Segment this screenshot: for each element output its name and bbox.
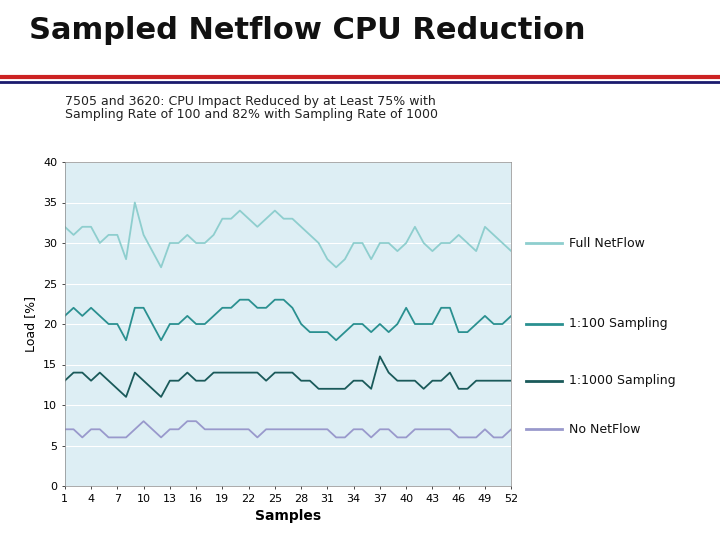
Text: 1:1000 Sampling: 1:1000 Sampling — [569, 374, 675, 387]
X-axis label: Samples: Samples — [255, 509, 321, 523]
Y-axis label: Load [%]: Load [%] — [24, 296, 37, 352]
Text: 7505 and 3620: CPU Impact Reduced by at Least 75% with: 7505 and 3620: CPU Impact Reduced by at … — [65, 94, 436, 107]
Text: 1:100 Sampling: 1:100 Sampling — [569, 318, 667, 330]
Text: Full NetFlow: Full NetFlow — [569, 237, 644, 249]
Text: No NetFlow: No NetFlow — [569, 423, 640, 436]
Text: Sampling Rate of 100 and 82% with Sampling Rate of 1000: Sampling Rate of 100 and 82% with Sampli… — [65, 108, 438, 121]
Text: Sampled Netflow CPU Reduction: Sampled Netflow CPU Reduction — [29, 16, 585, 45]
